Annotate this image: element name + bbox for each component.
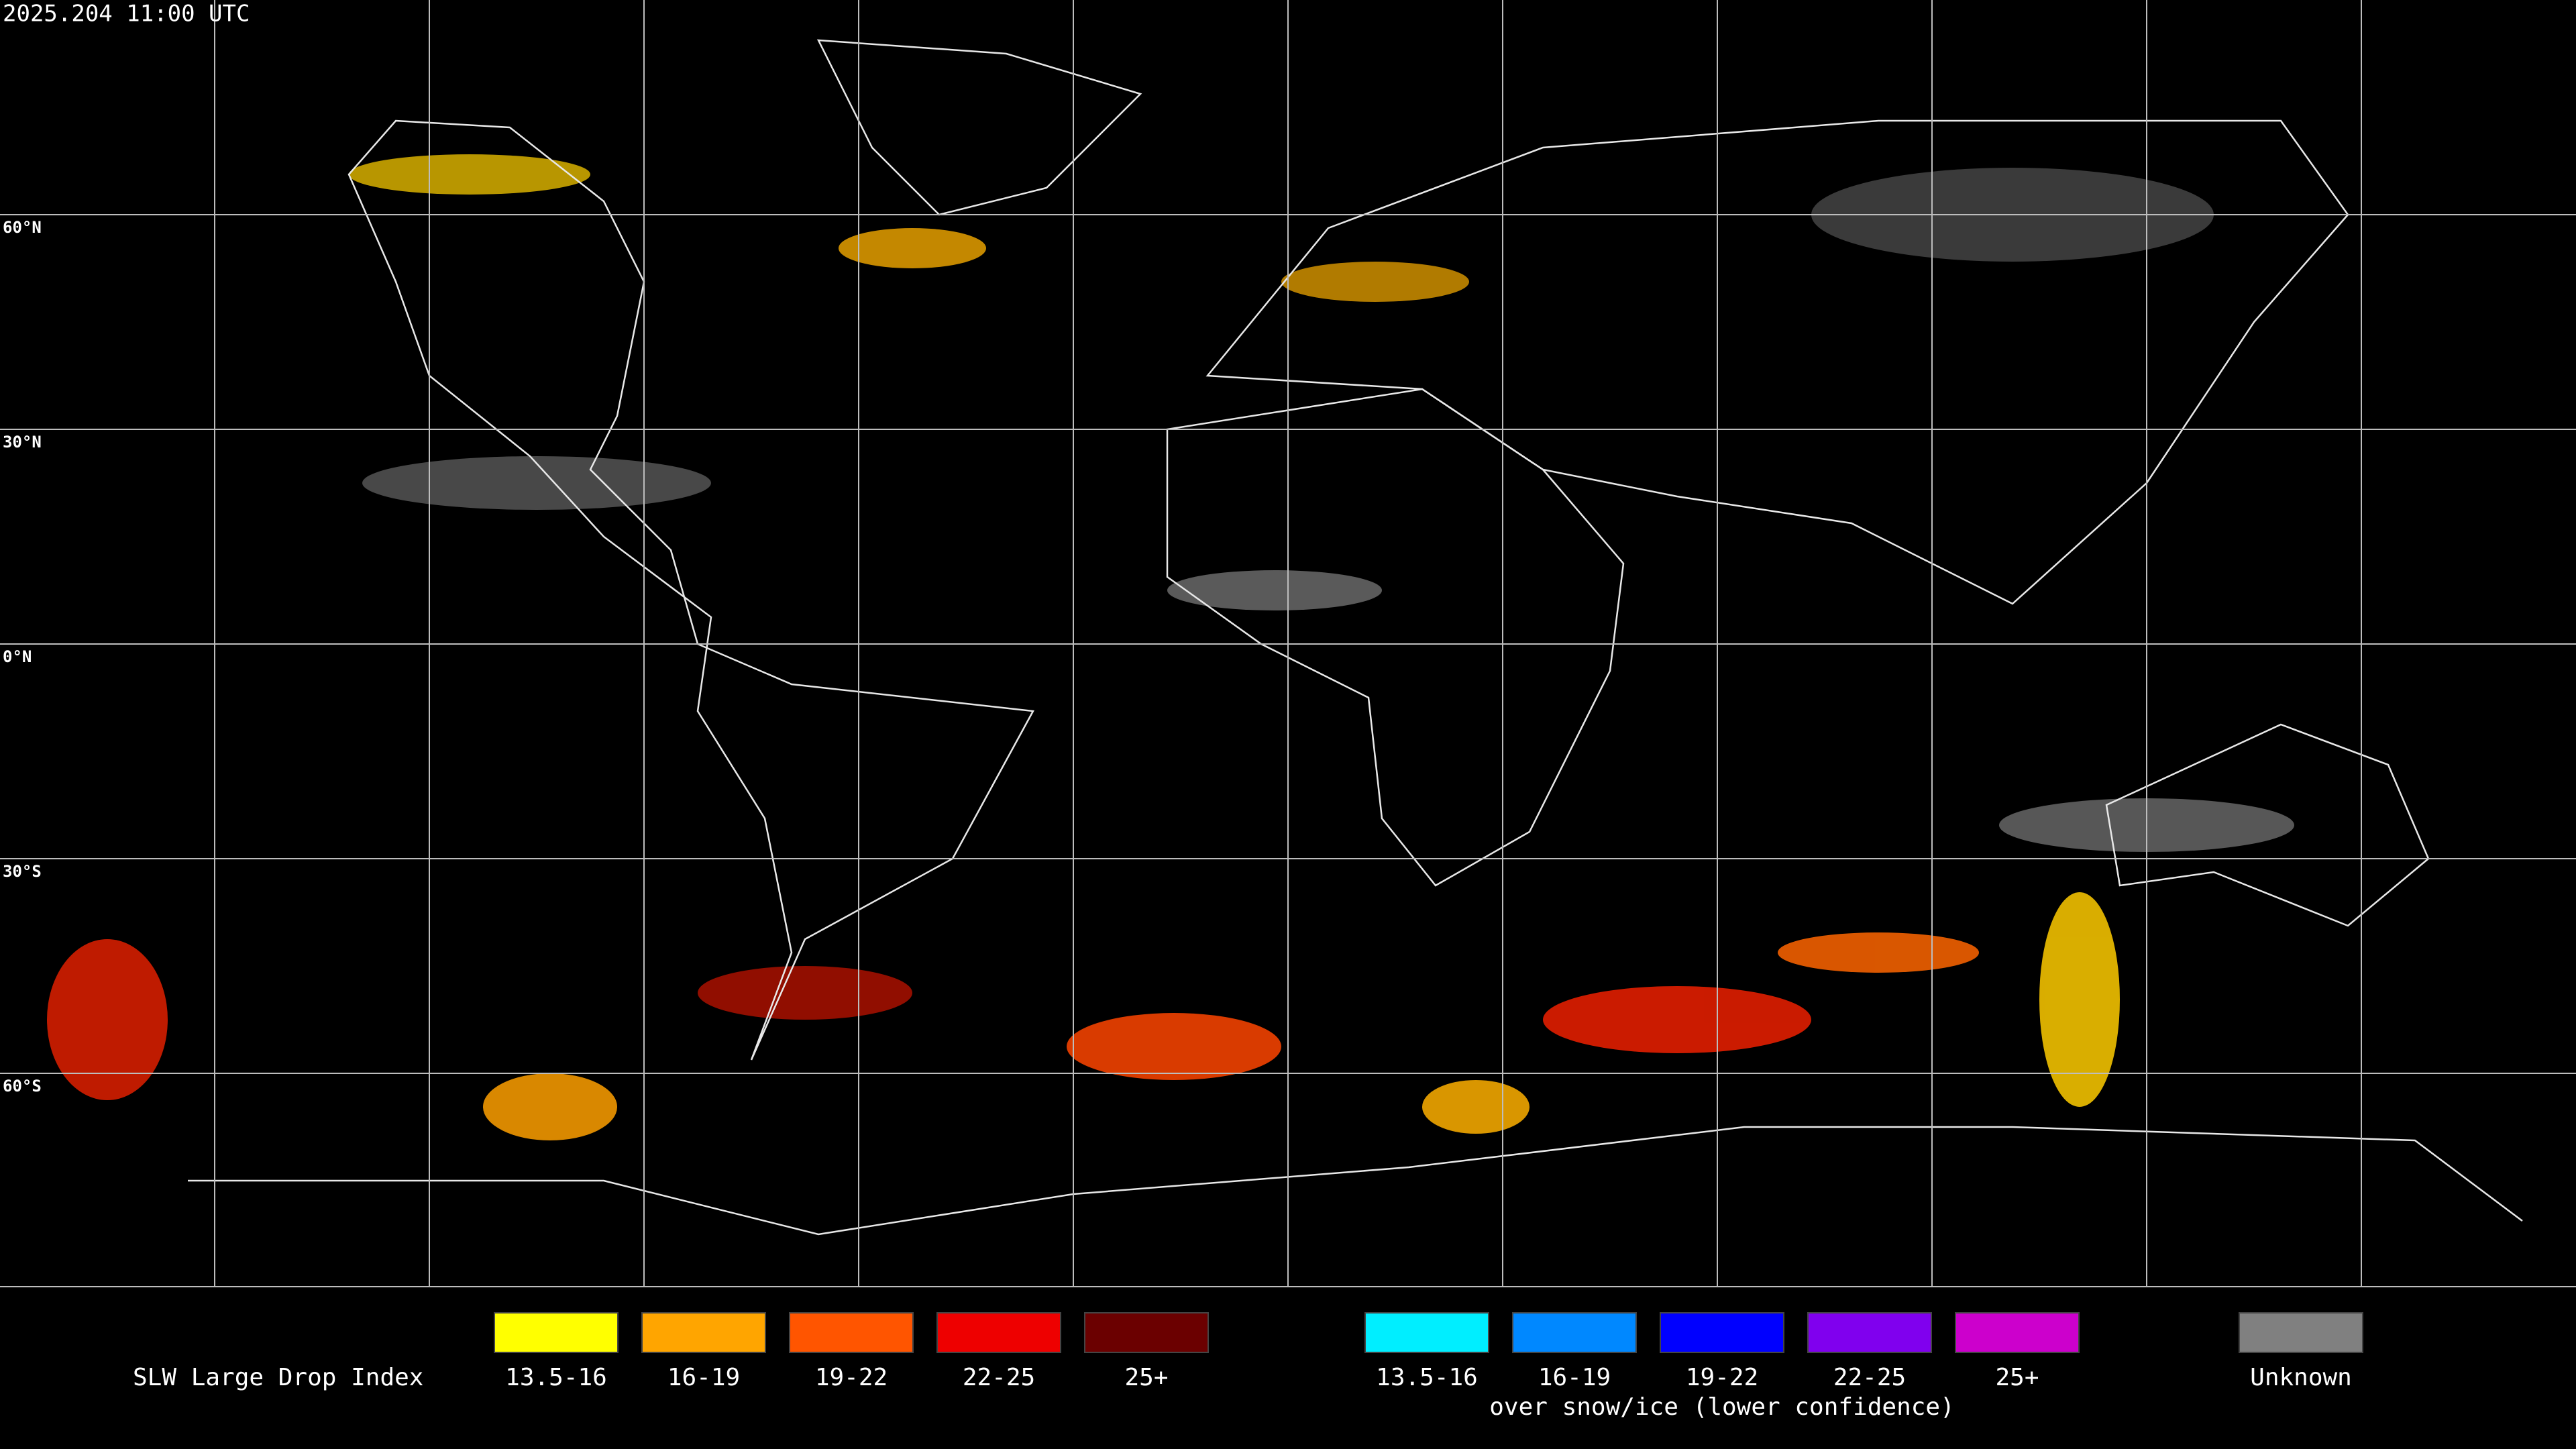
legend-label: Unknown (2250, 1364, 2352, 1391)
legend-note: over snow/ice (lower confidence) (1489, 1393, 1955, 1421)
lat-label: 30°N (3, 433, 42, 451)
graticule: 60°N 30°N 0°N 30°S 60°S (0, 0, 2576, 1287)
legend-swatch (1364, 1312, 1489, 1353)
legend-label: 22-25 (1833, 1364, 1906, 1391)
lat-label: 60°N (3, 218, 42, 237)
legend-label: 13.5-16 (505, 1364, 607, 1391)
lat-label: 30°S (3, 862, 42, 881)
legend-title: SLW Large Drop Index (133, 1364, 423, 1391)
legend-swatch (1512, 1312, 1637, 1353)
legend-swatch (1084, 1312, 1209, 1353)
lat-label: 0°N (3, 647, 32, 666)
legend-label: 19-22 (1686, 1364, 1758, 1391)
timestamp: 2025.204 11:00 UTC (3, 1, 250, 28)
legend-label: 16-19 (1538, 1364, 1611, 1391)
cloud-areas (47, 154, 2294, 1140)
legend-swatch (2239, 1312, 2363, 1353)
legend: 13.5-16 16-19 19-22 22-25 25+ 13.5-16 16-19 19-… (494, 1312, 2363, 1421)
legend-swatch (1660, 1312, 1784, 1353)
legend-label: 25+ (1995, 1364, 2039, 1391)
legend-label: 22-25 (963, 1364, 1035, 1391)
legend-swatch (789, 1312, 914, 1353)
legend-swatch (641, 1312, 766, 1353)
lat-label: 60°S (3, 1077, 42, 1095)
legend-label: 13.5-16 (1376, 1364, 1478, 1391)
legend-swatch (1955, 1312, 2080, 1353)
legend-label: 16-19 (667, 1364, 740, 1391)
legend-label: 19-22 (815, 1364, 888, 1391)
map (47, 39, 2523, 1236)
legend-swatch (1807, 1312, 1932, 1353)
legend-swatch (494, 1312, 619, 1353)
legend-label: 25+ (1124, 1364, 1168, 1391)
legend-swatch (936, 1312, 1061, 1353)
